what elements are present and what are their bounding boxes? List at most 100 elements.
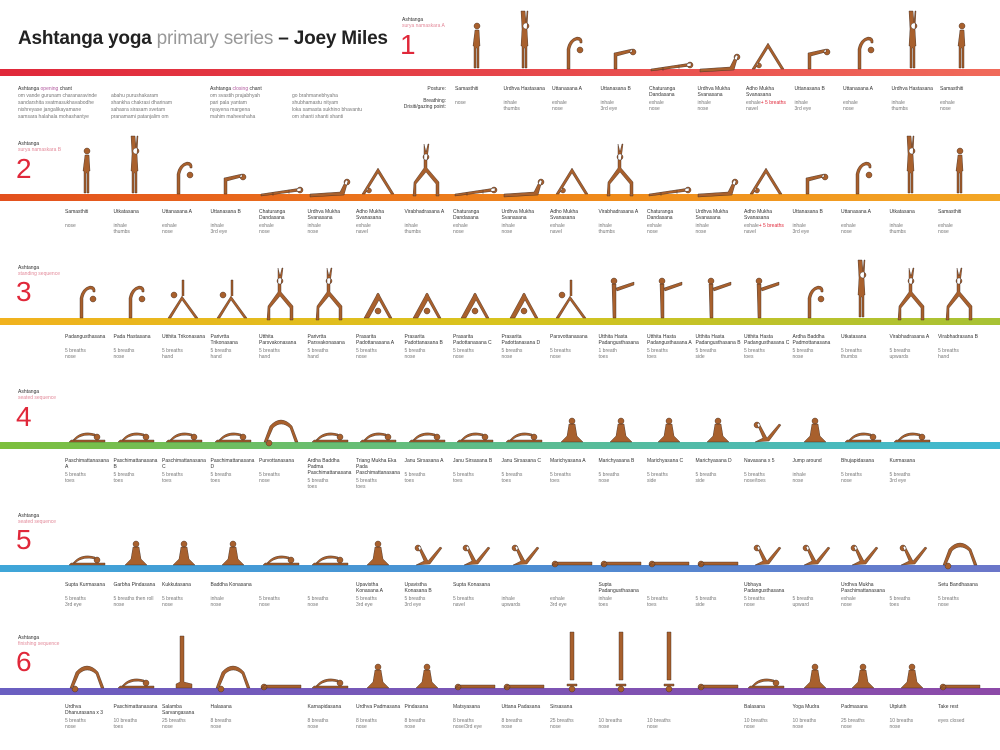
pose-name: Supta Kurmasana: [65, 582, 106, 588]
pose-label-blank: 5 breaths side: [696, 582, 742, 608]
legend-breathing: Breathing:: [423, 98, 446, 104]
pose-breath: exhale: [649, 100, 664, 106]
pose-drishti: thumbs: [889, 229, 906, 235]
pose-figure-1-6: [698, 49, 742, 73]
pose-breath: 10 breaths: [792, 718, 817, 724]
pose-figure-4-9: [455, 428, 495, 444]
pose-drishti: nose: [113, 602, 125, 608]
pose-name: Uttanasana B: [210, 209, 241, 215]
pose-figure-2-18: [905, 135, 919, 196]
pose-drishti: nose: [697, 106, 709, 112]
pose-breath: inhale: [598, 223, 612, 229]
pose-breath: 5 breaths: [647, 348, 668, 354]
section-6-band: [0, 688, 1000, 695]
pose-label-supta-padangusthasana: Supta Padangusthasana inhale toes: [599, 582, 645, 608]
pose-label-padmasana: Padmasana 25 breaths nose: [841, 704, 887, 730]
pose-drishti: nose: [162, 229, 173, 235]
title-middle: primary series: [151, 28, 274, 49]
pose-label-urdhva-hastasana: Urdhva Hastasana inhale thumbs: [504, 86, 550, 112]
pose-name: Supta Konasana: [453, 582, 490, 588]
pose-breath: exhale: [841, 223, 856, 229]
pose-breath: 25 breaths: [550, 718, 574, 724]
pose-figure-6-2: [116, 674, 156, 690]
pose-label-bhujapidasana: Bhujapidasana 5 breaths nose: [841, 458, 887, 484]
pose-label-prasarita-padottanasana-c: Prasarita Padottanasana C 5 breaths nose: [453, 334, 499, 360]
pose-label-pindasana: Pindasana 8 breaths nose: [405, 704, 451, 730]
pose-drishti: toes: [598, 354, 608, 360]
pose-figure-5-2: [123, 537, 149, 567]
pose-label-navasana-x-5: Navasana x 5 5 breaths nose/toes: [744, 458, 790, 484]
pose-figure-6-17: [850, 660, 876, 690]
pose-breath: 5 breaths: [259, 596, 280, 602]
pose-label-uttanasana-b: Uttanasana B inhale 3rd eye: [211, 209, 257, 235]
section-4-number: 4: [16, 401, 32, 432]
pose-figure-4-5: [261, 418, 301, 447]
pose-drishti: toes: [744, 354, 754, 360]
pose-name: Garbha Pindasana: [113, 582, 156, 588]
pose-drishti: navel: [550, 229, 562, 235]
pose-drishti: nose: [792, 478, 804, 484]
pose-label-utkatasana: Utkatasana inhale thumbs: [890, 209, 936, 235]
pose-figure-5-9: [460, 541, 491, 567]
pose-label-ardha-baddha-padma-paschimattanasana: Ardha Baddha Padma Paschimattanasana 5 br…: [308, 458, 354, 490]
pose-figure-2-5: [259, 182, 304, 197]
pose-drishti: nose: [550, 724, 561, 730]
pose-figure-2-14: [696, 174, 740, 198]
pose-name: Parsvottanasana: [550, 334, 588, 340]
pose-figure-1-1: [470, 21, 484, 71]
pose-name: Bhujapidasana: [841, 458, 875, 464]
pose-drishti: nose: [695, 229, 707, 235]
pose-label-blank: 5 breaths nose: [308, 582, 354, 608]
pose-figure-1-2: [519, 10, 533, 71]
pose-breath: 5 breaths: [162, 472, 183, 478]
pose-breath: 5 breaths: [744, 596, 765, 602]
pose-name: Halasana: [210, 704, 232, 710]
pose-drishti: nose: [598, 724, 610, 730]
pose-drishti: nose: [501, 724, 513, 730]
pose-name: Paschimattanasana B: [113, 458, 158, 470]
pose-drishti: nose: [356, 724, 367, 730]
pose-breath: 1 breath: [598, 348, 617, 354]
pose-name: Uttanasana B: [794, 86, 825, 92]
pose-label-samasthiti: Samasthiti nose: [65, 209, 111, 229]
pose-drishti: side: [695, 602, 705, 608]
pose-breath: 5 breaths: [307, 478, 329, 484]
pose-label-prasarita-padottanasana-b: Prasarita Padottanasana B 5 breaths nose: [405, 334, 451, 360]
pose-name: Paschimattanasana D: [210, 458, 255, 470]
pose-name: Chaturanga Dandasana: [647, 209, 674, 221]
pose-name: Samasthiti: [65, 209, 89, 215]
row1-legend: Posture: Breathing: Drisiti/gazing point…: [376, 86, 446, 110]
pose-breath: 5 breaths: [792, 596, 814, 602]
pose-label-take-rest: Take rest eyes closed: [938, 704, 984, 724]
pose-name: Urdhva Mukha Paschimattanasana: [841, 582, 885, 594]
pose-drishti: nose: [744, 724, 755, 730]
pose-drishti: upwards: [501, 602, 521, 608]
pose-breath: inhale: [600, 100, 614, 106]
pose-name: Marichyasana B: [598, 458, 635, 464]
pose-label-blank: 5 breaths upward: [793, 582, 839, 608]
pose-name: Virabhadrasana A: [598, 209, 639, 215]
pose-name: Utthita Parsvakonasana: [259, 334, 297, 346]
pose-breath: 8 breaths: [404, 718, 426, 724]
pose-label-uttanasana-b: Uttanasana B inhale 3rd eye: [601, 86, 647, 112]
pose-figure-5-3: [171, 537, 197, 567]
pose-drishti: thumbs: [113, 229, 130, 235]
pose-name: [647, 704, 693, 716]
pose-label-paschimattanasana-d: Paschimattanasana D 5 breaths toes: [211, 458, 257, 484]
pose-drishti: toes: [647, 354, 657, 360]
section-3-label: Ashtanga standing sequence: [18, 265, 60, 277]
section-6-label: Ashtanga finishing sequence: [18, 635, 60, 647]
pose-breath: 10 breaths: [889, 718, 914, 724]
pose-label-urdhva-mukha-svanasana: Urdhva Mukha Svanasana inhale nose: [698, 86, 744, 112]
pose-name: Utthita Trikonasana: [162, 334, 206, 340]
pose-figure-3-7: [361, 284, 395, 320]
pose-label-setu-bandhasana: Setu Bandhasana 5 breaths nose: [938, 582, 984, 608]
pose-figure-3-15: [751, 270, 781, 320]
pose-name: Paschimattanasana: [113, 704, 158, 710]
pose-figure-3-19: [943, 267, 977, 321]
pose-figure-4-6: [310, 428, 350, 444]
pose-name: Adho Mukha Svanasana: [356, 209, 385, 221]
pose-breath: inhale: [794, 100, 808, 106]
pose-figure-2-4: [220, 166, 246, 196]
